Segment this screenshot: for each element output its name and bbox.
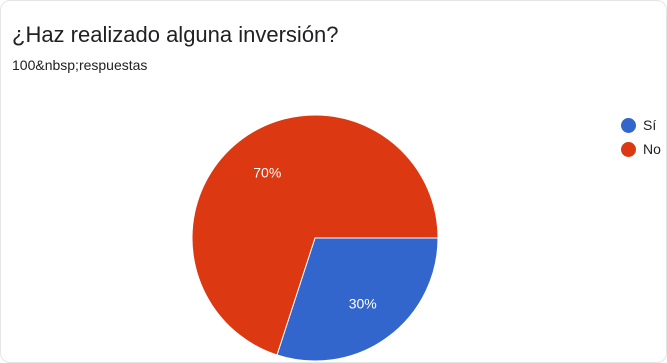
legend-item-no[interactable]: No [621,137,661,161]
legend-swatch-no [621,141,636,157]
legend-label-no: No [643,141,661,157]
pie-data-label: 70% [253,164,281,180]
pie-data-label: 30% [349,296,377,312]
pie-data-labels: 30% 70% [253,164,376,311]
pie-slice-s[interactable] [276,237,439,362]
legend-item-si[interactable]: Sí [621,113,661,137]
chart-legend: Sí No [621,113,661,161]
response-count: 100&nbsp;respuestas [12,57,148,73]
legend-label-si: Sí [643,117,657,133]
pie-slices [191,114,439,362]
chart-title: ¿Haz realizado alguna inversión? [12,22,339,47]
legend-swatch-si [621,117,636,133]
pie-slice-no[interactable] [191,114,439,356]
